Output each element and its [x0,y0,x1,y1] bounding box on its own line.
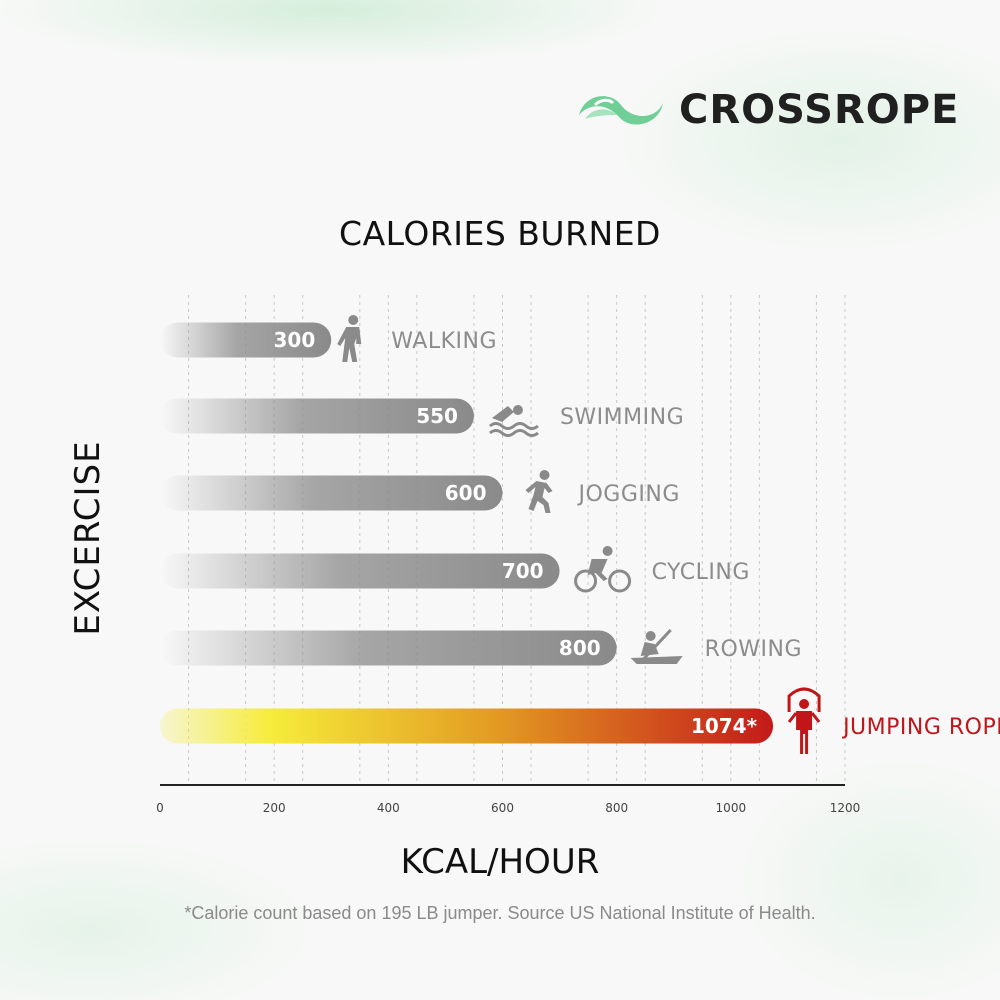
brand-logo: CROSSROPE [575,82,959,138]
swimming-icon [488,405,539,437]
bar-value-label: 700 [502,559,544,583]
x-tick-label: 0 [156,801,164,815]
footnote: *Calorie count based on 195 LB jumper. S… [184,903,816,923]
category-label: WALKING [391,329,497,354]
jumping-rope-icon [787,687,821,754]
cycling-icon [574,546,632,593]
bar-value-label: 600 [445,481,487,505]
bar-value-label: 800 [559,636,601,660]
category-label: ROWING [705,637,802,662]
x-tick-label: 800 [605,801,628,815]
rowing-icon [630,628,683,664]
category-label: JUMPING ROPE [841,715,1000,740]
chart-title: CALORIES BURNED [339,214,661,253]
jogging-icon [525,470,553,513]
bar-jogging [160,475,503,511]
x-tick-label: 600 [491,801,514,815]
bar-jumping-rope [160,708,774,744]
category-label: CYCLING [652,560,750,585]
bar-swimming [160,398,474,434]
x-axis-label: KCAL/HOUR [400,842,600,882]
crossrope-swoosh-icon [579,96,663,125]
bar-cycling [160,553,560,589]
category-label: JOGGING [577,482,680,507]
x-tick-label: 1000 [716,801,747,815]
bar-value-label: 1074* [691,714,758,738]
bar-value-label: 550 [416,404,458,428]
bar-rowing [160,630,617,666]
category-label: SWIMMING [560,405,684,430]
x-tick-label: 1200 [830,801,861,815]
brand-name: CROSSROPE [679,87,960,133]
bar-value-label: 300 [274,328,316,352]
x-tick-label: 400 [377,801,400,815]
x-tick-label: 200 [263,801,286,815]
walking-icon [337,315,362,362]
bar-walking [160,322,332,358]
